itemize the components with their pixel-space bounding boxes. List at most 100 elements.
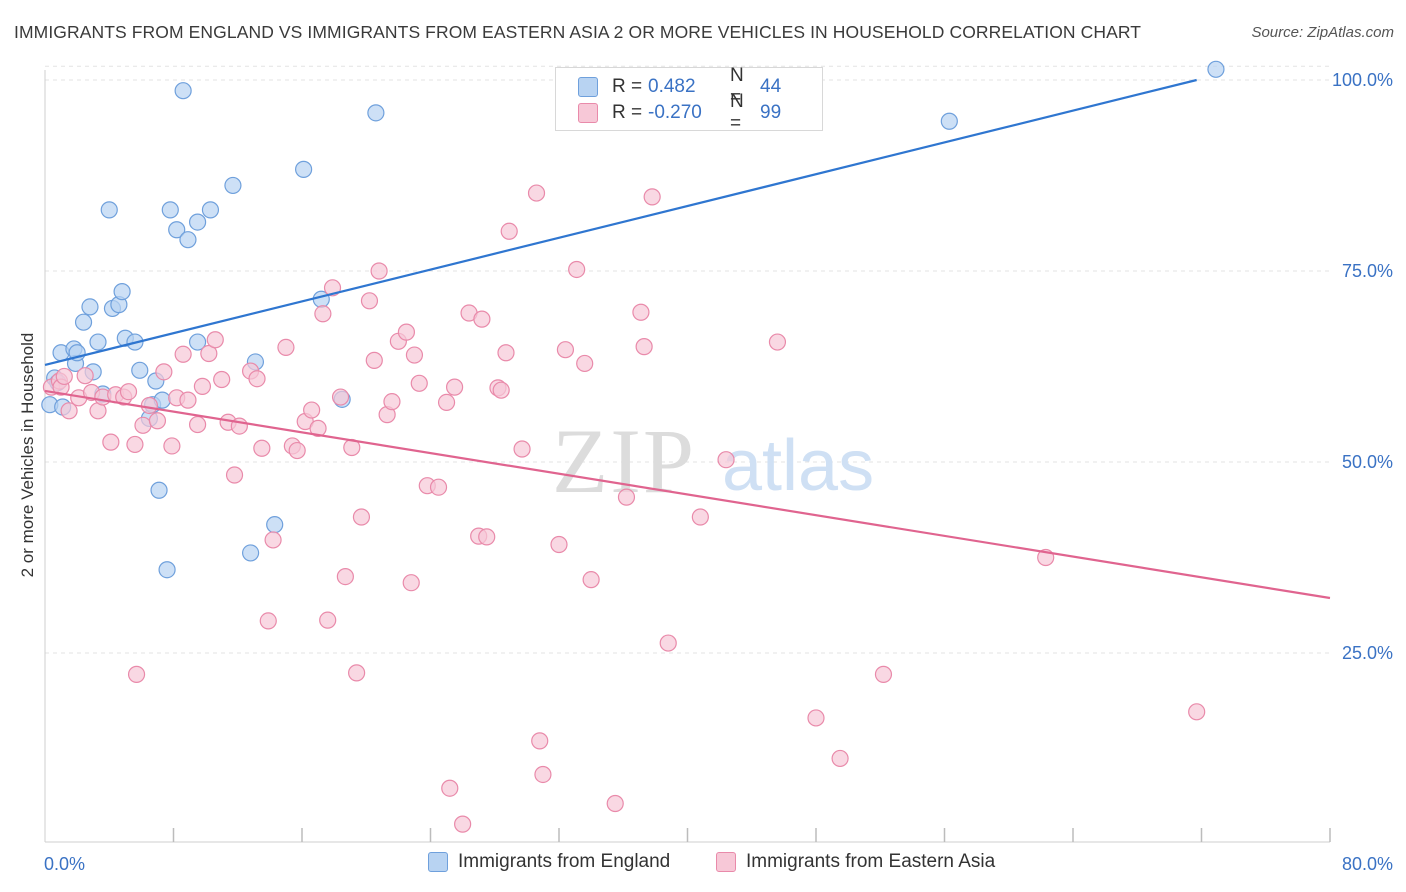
asia-point (497, 344, 515, 362)
asia-point (314, 305, 332, 323)
england-point (295, 160, 313, 178)
asia-point (309, 419, 327, 437)
asia-point (478, 528, 496, 546)
england-trend-line (44, 78, 1197, 367)
asia-point (206, 331, 224, 349)
england-point (179, 231, 197, 249)
x-tick-label: 0.0% (44, 854, 85, 874)
asia-point (473, 310, 491, 328)
n-value: 99 (760, 102, 782, 123)
asia-point (140, 396, 159, 415)
asia-point (174, 345, 192, 363)
asia-point (383, 393, 401, 411)
asia-point (365, 351, 383, 369)
asia-point (405, 346, 424, 364)
england-point (113, 283, 131, 301)
asia-point (134, 416, 152, 434)
england-legend-swatch (428, 852, 448, 872)
asia-point (606, 794, 624, 813)
asia-point (831, 749, 849, 768)
asia-point (200, 344, 218, 363)
y-tick-label: 25.0% (1342, 643, 1393, 663)
asia-point (148, 412, 167, 430)
asia-point (454, 815, 472, 833)
legend-item-england: Immigrants from England (428, 851, 670, 873)
asia-point (534, 765, 552, 784)
asia-point (331, 388, 350, 406)
england-legend-label: Immigrants from England (458, 851, 671, 872)
legend-item-asia: Immigrants from Eastern Asia (716, 851, 995, 873)
asia-point (264, 531, 282, 549)
england-point (242, 544, 260, 562)
asia-point (568, 260, 586, 279)
asia-point (437, 393, 456, 412)
asia-point (527, 184, 546, 202)
england-point (81, 298, 99, 316)
asia-point (193, 377, 212, 395)
asia-point (397, 323, 416, 341)
y-tick-label: 100.0% (1332, 70, 1393, 90)
england-point (174, 82, 192, 100)
england-point (89, 333, 107, 351)
asia-point (635, 338, 653, 356)
n-label: N = (730, 91, 744, 134)
england-point (168, 221, 186, 239)
asia-point (352, 508, 371, 526)
stats-legend: R = 0.482 N = 44 R = -0.270 N = 99 (555, 65, 823, 134)
chart-title: IMMIGRANTS FROM ENGLAND VS IMMIGRANTS FR… (14, 22, 1142, 42)
england-point (224, 176, 242, 195)
england-point (150, 481, 168, 499)
asia-point (225, 466, 244, 484)
n-label: N = (730, 65, 744, 108)
asia-point (513, 440, 531, 458)
asia-point (288, 441, 306, 460)
asia-point (410, 374, 428, 392)
asia-point (179, 391, 197, 409)
asia-point (248, 370, 266, 388)
asia-point (60, 402, 78, 420)
asia-point (582, 571, 600, 589)
asia-point (402, 574, 420, 592)
asia-point (445, 378, 464, 396)
legend-row-england: R = 0.482 N = 44 (578, 65, 781, 108)
asia-legend-swatch (716, 852, 736, 872)
r-label: R = (612, 102, 643, 123)
england-point (100, 201, 118, 219)
england-point (201, 201, 220, 219)
watermark-atlas: atlas (722, 426, 874, 506)
asia-point (807, 709, 825, 727)
asia-point (556, 341, 575, 359)
england-swatch (578, 77, 598, 97)
asia-point (691, 508, 709, 526)
source-label: Source: ZipAtlas.com (1251, 24, 1394, 41)
asia-point (659, 634, 677, 652)
asia-point (188, 415, 207, 434)
y-tick-label: 75.0% (1342, 261, 1393, 281)
r-label: R = (612, 76, 643, 97)
asia-point (492, 381, 510, 399)
asia-point (119, 383, 138, 401)
england-point (367, 104, 385, 122)
england-point (940, 112, 958, 130)
asia-point (717, 451, 735, 469)
r-value: 0.482 (648, 76, 696, 97)
england-point (188, 333, 207, 351)
asia-point (617, 488, 636, 506)
england-point (188, 213, 207, 231)
asia-point (277, 338, 295, 356)
asia-point (500, 222, 518, 240)
asia-point (874, 665, 893, 683)
legend-row-asia: R = -0.270 N = 99 (578, 91, 782, 134)
asia-point (336, 567, 354, 586)
asia-point (126, 435, 144, 454)
england-point (158, 561, 176, 579)
asia-point (259, 612, 277, 630)
asia-point (127, 665, 146, 683)
england-point (161, 201, 179, 219)
y-tick-label: 50.0% (1342, 452, 1393, 472)
england-point (131, 361, 149, 379)
england-point (74, 313, 93, 331)
asia-point (441, 779, 459, 797)
asia-point (643, 188, 661, 206)
